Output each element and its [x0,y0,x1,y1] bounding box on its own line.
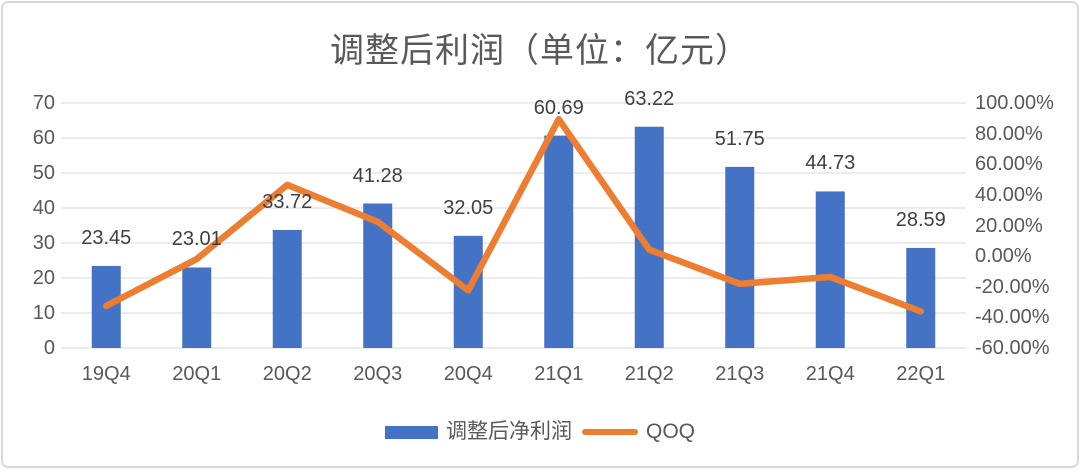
category-label-21Q2: 21Q2 [624,363,674,385]
right-axis-tick: 20.00% [975,214,1043,237]
bar-20Q1 [182,267,212,348]
left-axis-tick: 40 [32,197,55,219]
left-axis-tick: 50 [32,162,55,184]
data-label-21Q1: 60.69 [533,96,584,119]
legend-item-qoq: QOQ [581,420,695,444]
category-label-22Q1: 22Q1 [896,363,946,385]
line-series-swatch [581,429,638,435]
left-axis-tick: 0 [43,337,55,359]
bar-21Q1 [544,135,574,348]
data-label-21Q2: 63.22 [624,87,675,110]
data-label-20Q1: 23.01 [171,228,222,251]
category-label-20Q4: 20Q4 [443,363,493,385]
right-axis-tick: -60.00% [975,337,1050,359]
category-label-20Q2: 20Q2 [262,363,312,385]
plot-area [61,102,966,349]
bar-21Q3 [725,166,755,348]
legend-label-net-profit: 调整后净利润 [445,420,572,443]
legend: 调整后净利润 QOQ [3,419,1077,445]
data-label-20Q2: 33.72 [262,190,313,213]
right-axis-tick: 0.00% [975,245,1032,268]
category-label-21Q4: 21Q4 [805,363,855,385]
data-label-21Q3: 51.75 [714,127,765,150]
bar-20Q2 [272,229,302,348]
bar-22Q1 [906,247,936,348]
right-axis-tick: -40.00% [975,306,1050,329]
legend-item-net-profit: 调整后净利润 [384,420,572,444]
category-label-21Q1: 21Q1 [534,363,584,385]
right-axis-tick: 60.00% [975,153,1043,176]
qoq-line [103,115,924,315]
left-axis-tick: 30 [32,232,55,254]
data-label-20Q4: 32.05 [443,196,494,219]
category-label-20Q1: 20Q1 [172,363,222,385]
data-label-22Q1: 28.59 [895,208,946,231]
category-label-20Q3: 20Q3 [353,363,403,385]
right-axis-tick: 80.00% [975,122,1043,145]
left-axis-tick: 60 [32,127,55,149]
category-label-21Q3: 21Q3 [715,363,765,385]
left-axis-tick: 10 [32,302,55,324]
bar-series-swatch [384,425,438,439]
left-axis-tick: 70 [32,92,55,114]
bar-21Q4 [815,191,845,348]
category-label-19Q4: 19Q4 [81,363,131,385]
data-label-19Q4: 23.45 [81,226,132,249]
data-label-20Q3: 41.28 [352,164,403,187]
right-axis-tick: 100.00% [975,92,1054,114]
chart-title: 调整后利润（单位：亿元） [330,32,750,70]
left-axis-tick: 20 [32,267,55,289]
data-label-21Q4: 44.73 [805,152,856,175]
right-axis-tick: -20.00% [975,275,1050,298]
legend-label-qoq: QOQ [645,420,695,443]
right-axis-tick: 40.00% [975,183,1043,206]
